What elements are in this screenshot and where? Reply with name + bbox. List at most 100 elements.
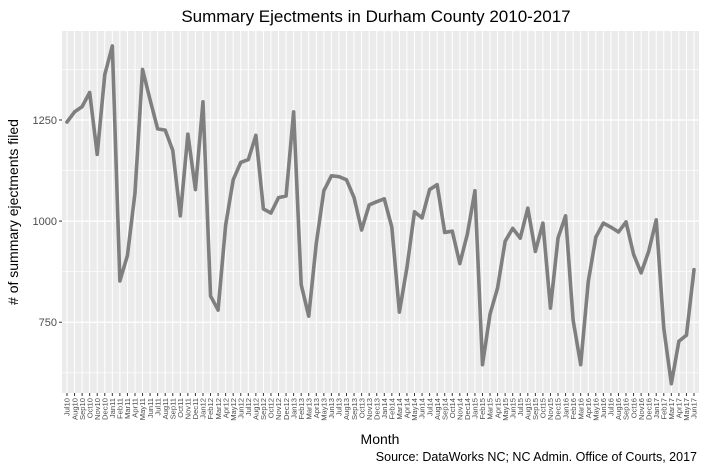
x-tick-label: Dec13 <box>372 398 381 420</box>
data-point <box>465 232 469 236</box>
x-tick-label: Aug14 <box>433 398 442 420</box>
x-tick-label: May14 <box>410 398 419 421</box>
data-point <box>103 73 107 77</box>
data-point <box>246 158 250 162</box>
x-tick-label: Aug13 <box>342 398 351 420</box>
x-tick-label: Jan14 <box>380 398 389 419</box>
x-tick-label: Apr16 <box>584 398 593 418</box>
series-layer <box>65 44 696 386</box>
x-tick-label: Jun14 <box>418 398 427 419</box>
x-tick-label: Feb17 <box>659 398 668 420</box>
chart-title: Summary Ejectments in Durham County 2010… <box>181 7 570 26</box>
data-point <box>473 189 477 193</box>
data-point <box>261 207 266 211</box>
data-point <box>495 286 500 290</box>
x-tick-label: Oct10 <box>85 398 94 418</box>
x-tick-label: Apr17 <box>675 398 684 418</box>
data-point <box>344 178 349 182</box>
data-point <box>480 363 485 367</box>
x-tick-label: Dec16 <box>644 398 653 420</box>
x-tick-label: Feb14 <box>388 398 397 420</box>
data-point <box>133 191 137 195</box>
data-point <box>631 252 636 256</box>
data-point <box>647 249 651 254</box>
x-tick-label: Feb11 <box>116 398 125 419</box>
x-tick-label: Aug16 <box>614 398 623 420</box>
data-point <box>669 382 673 386</box>
x-tick-label: Jan15 <box>471 398 480 419</box>
x-axis-label: Month <box>361 431 400 447</box>
data-point <box>254 133 258 137</box>
data-point <box>125 253 130 258</box>
x-tick-label: May13 <box>320 398 329 421</box>
x-axis: Jul10Aug10Sep10Oct10Nov10Dec10Jan11Feb11… <box>63 393 699 421</box>
x-tick-label: Mar14 <box>395 398 404 420</box>
data-point <box>360 228 364 232</box>
x-tick-label: Jun12 <box>236 398 245 419</box>
x-tick-label: Feb12 <box>206 398 215 420</box>
x-tick-label: Jan16 <box>561 398 570 419</box>
x-tick-label: Sep15 <box>531 398 540 420</box>
data-point <box>88 90 92 95</box>
data-point <box>80 105 84 109</box>
data-point <box>110 44 114 48</box>
x-tick-label: Apr15 <box>493 398 502 418</box>
x-tick-label: Nov11 <box>184 398 193 419</box>
x-tick-label: Oct12 <box>267 398 276 418</box>
data-point <box>616 230 621 234</box>
x-tick-label: Oct14 <box>448 398 457 418</box>
series-line <box>65 44 696 386</box>
x-tick-label: Apr13 <box>312 398 321 418</box>
data-point <box>375 200 379 204</box>
data-point <box>72 110 77 114</box>
data-point <box>140 67 145 72</box>
data-point <box>329 174 333 178</box>
x-tick-label: May11 <box>138 398 147 420</box>
x-tick-label: Mar12 <box>214 398 223 420</box>
data-point <box>601 221 605 225</box>
x-tick-label: Jan11 <box>108 398 117 418</box>
data-point <box>533 249 537 254</box>
x-tick-label: Oct15 <box>539 398 548 418</box>
data-point <box>571 318 575 322</box>
x-tick-label: Dec14 <box>463 398 472 420</box>
data-point <box>420 216 424 220</box>
data-point <box>156 127 160 131</box>
x-tick-label: May12 <box>229 398 238 421</box>
data-point <box>193 187 198 192</box>
data-point <box>118 279 122 283</box>
x-tick-label: Feb16 <box>569 398 578 420</box>
x-tick-label: May16 <box>591 398 600 421</box>
x-tick-label: Jul11 <box>153 398 162 416</box>
data-point <box>178 214 182 218</box>
x-tick-label: Aug12 <box>252 398 261 420</box>
data-point <box>435 183 439 187</box>
data-point <box>526 206 530 210</box>
x-tick-label: Nov12 <box>274 398 283 420</box>
x-tick-label: Oct16 <box>629 398 638 418</box>
data-point <box>639 271 643 275</box>
x-tick-label: Jan13 <box>289 398 298 419</box>
data-point <box>224 223 228 227</box>
data-point <box>662 326 666 330</box>
data-point <box>201 100 205 104</box>
data-point <box>367 203 371 207</box>
x-tick-label: Jan17 <box>652 398 661 419</box>
x-tick-label: Apr12 <box>221 398 230 418</box>
data-point <box>299 283 303 287</box>
x-tick-label: Nov16 <box>637 398 646 420</box>
data-point <box>692 268 696 272</box>
x-tick-label: Mar11 <box>123 398 132 419</box>
plot-background <box>62 31 699 393</box>
data-point <box>382 197 386 201</box>
data-point <box>548 306 553 310</box>
data-point <box>594 235 598 239</box>
data-point <box>428 187 432 192</box>
x-tick-label: Aug10 <box>70 398 79 420</box>
x-tick-label: Apr11 <box>131 398 140 418</box>
x-tick-label: Jun11 <box>146 398 155 418</box>
data-point <box>405 266 409 270</box>
data-point <box>624 220 628 224</box>
data-point <box>563 214 568 218</box>
data-point <box>684 333 689 337</box>
